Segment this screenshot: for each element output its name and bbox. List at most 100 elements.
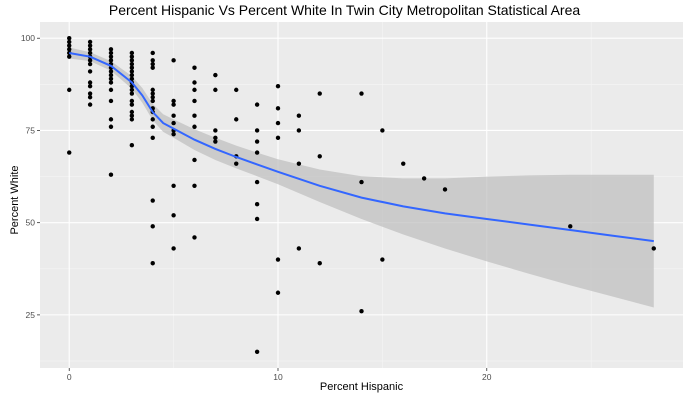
data-point xyxy=(129,72,135,78)
data-point xyxy=(171,246,176,251)
data-point xyxy=(87,43,93,48)
data-point xyxy=(67,150,72,155)
data-point xyxy=(67,47,72,52)
data-point xyxy=(150,198,155,203)
data-point xyxy=(296,128,302,133)
data-point xyxy=(150,65,155,70)
y-tick-label: 25 xyxy=(26,310,36,320)
data-point xyxy=(108,172,114,177)
data-point xyxy=(129,102,135,107)
data-point xyxy=(171,183,176,188)
data-point xyxy=(108,80,114,85)
data-point xyxy=(254,128,260,133)
y-tick-label: 75 xyxy=(26,125,36,135)
data-point xyxy=(192,113,197,118)
x-axis-label: Percent Hispanic xyxy=(319,381,404,393)
data-point xyxy=(171,102,176,107)
data-point xyxy=(254,179,260,185)
data-point xyxy=(150,224,155,229)
data-point xyxy=(129,61,135,67)
data-point xyxy=(275,120,281,126)
data-point xyxy=(317,261,322,266)
data-point xyxy=(296,161,302,166)
data-point xyxy=(317,154,322,159)
data-point xyxy=(234,87,239,93)
data-point xyxy=(317,91,322,96)
data-point xyxy=(150,91,155,96)
data-point xyxy=(171,213,176,218)
data-point xyxy=(129,98,135,104)
data-point xyxy=(171,58,176,63)
y-tick-label: 50 xyxy=(26,218,36,228)
data-point xyxy=(150,117,155,122)
data-point xyxy=(150,98,155,104)
data-point xyxy=(108,58,114,63)
data-point xyxy=(254,102,260,107)
data-point xyxy=(129,117,135,122)
data-point xyxy=(380,257,385,262)
data-point xyxy=(171,120,176,126)
data-point xyxy=(108,47,114,52)
data-point xyxy=(192,65,197,70)
data-point xyxy=(87,50,93,56)
data-point xyxy=(87,83,93,89)
data-point xyxy=(254,150,260,155)
data-point xyxy=(129,143,135,148)
data-point xyxy=(380,128,385,133)
data-point xyxy=(67,39,72,45)
data-point xyxy=(87,95,93,100)
data-point xyxy=(192,80,197,85)
data-point xyxy=(87,58,93,63)
data-points xyxy=(67,36,656,354)
data-point xyxy=(296,113,302,118)
data-point xyxy=(213,87,218,93)
data-point xyxy=(87,69,93,74)
data-point xyxy=(234,117,239,122)
data-point xyxy=(275,106,281,111)
data-point xyxy=(192,157,197,163)
confidence-ribbon xyxy=(69,47,654,308)
data-point xyxy=(192,124,197,129)
x-tick-label: 10 xyxy=(273,372,283,382)
data-point xyxy=(213,72,218,78)
data-point xyxy=(108,98,114,104)
data-point xyxy=(108,54,114,59)
smooth-curve xyxy=(69,52,654,243)
data-point xyxy=(87,39,93,45)
data-point xyxy=(568,224,573,229)
data-point xyxy=(234,161,239,166)
data-point xyxy=(129,69,135,74)
data-point xyxy=(254,216,260,222)
data-point xyxy=(150,124,155,129)
data-point xyxy=(150,261,155,266)
data-point xyxy=(129,50,135,56)
data-point xyxy=(254,139,260,144)
chart-title: Percent Hispanic Vs Percent White In Twi… xyxy=(108,2,581,18)
data-point xyxy=(87,102,93,107)
data-point xyxy=(129,58,135,63)
data-point xyxy=(359,308,364,314)
data-point xyxy=(129,91,135,96)
data-point xyxy=(87,61,93,67)
data-point xyxy=(87,80,93,85)
data-point xyxy=(150,135,155,141)
data-point xyxy=(129,113,135,118)
data-point xyxy=(401,161,406,166)
data-point xyxy=(108,117,114,122)
x-tick-label: 20 xyxy=(482,372,492,382)
data-point xyxy=(171,131,176,137)
data-point xyxy=(129,76,135,82)
y-axis-label: Percent White xyxy=(9,165,21,235)
data-point xyxy=(442,187,448,192)
data-point xyxy=(213,128,218,133)
axis-ticks: 0 10 20 25 50 75 100 xyxy=(21,33,492,382)
data-point xyxy=(67,43,72,48)
data-point xyxy=(108,50,114,56)
data-point xyxy=(359,91,364,96)
data-point xyxy=(87,91,93,96)
data-point xyxy=(67,87,72,93)
data-point xyxy=(129,87,135,93)
data-point xyxy=(67,36,72,41)
data-point xyxy=(421,176,427,181)
